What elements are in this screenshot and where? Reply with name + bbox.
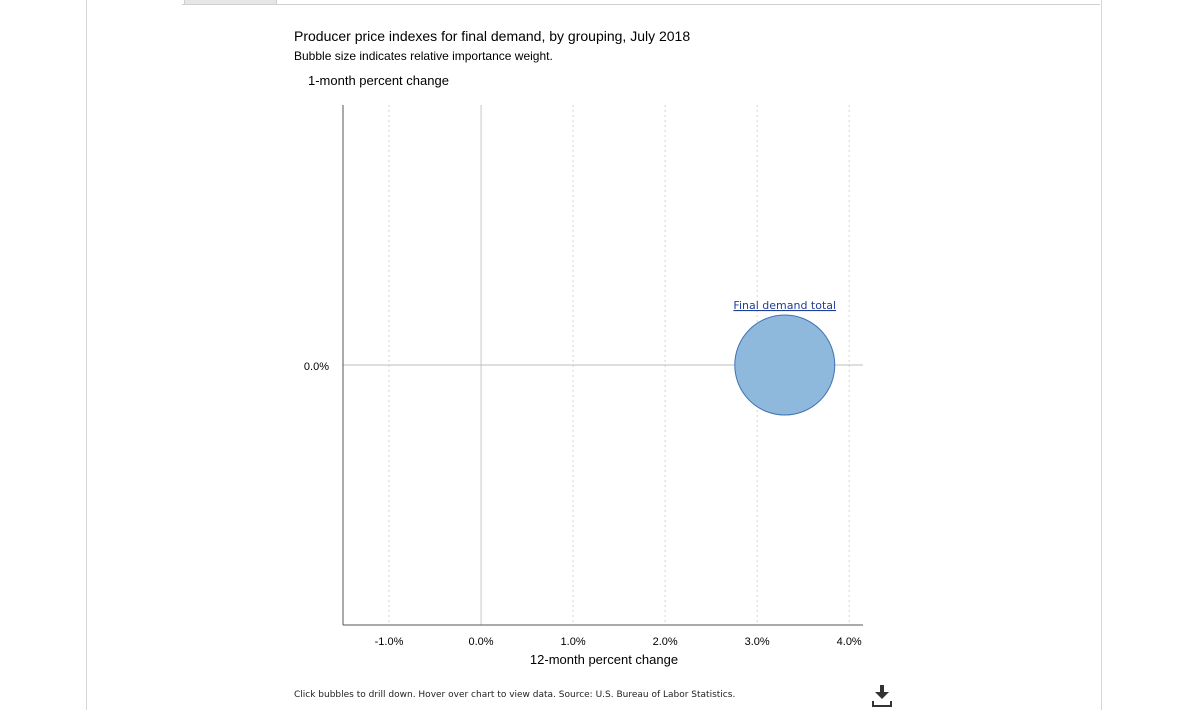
page-right-border: [1101, 0, 1102, 710]
bubble-label-link[interactable]: Final demand total: [733, 299, 836, 312]
x-tick-label: 2.0%: [653, 636, 678, 648]
y-axis-title: 1-month percent change: [308, 73, 449, 88]
x-tick-label: 4.0%: [837, 636, 862, 648]
download-icon[interactable]: [871, 684, 893, 708]
chart-title: Producer price indexes for final demand,…: [294, 28, 691, 44]
page-left-border: [86, 0, 87, 710]
y-tick-label: 0.0%: [304, 361, 329, 373]
x-tick-label: 1.0%: [561, 636, 586, 648]
bubble-final-demand-total[interactable]: [734, 314, 836, 416]
x-tick-label: 0.0%: [469, 636, 494, 648]
x-axis-title: 12-month percent change: [529, 652, 679, 667]
x-tick-label: -1.0%: [375, 636, 404, 648]
chart-panel-tab[interactable]: [184, 0, 277, 5]
x-tick-label: 3.0%: [745, 636, 770, 648]
chart-footer-note: Click bubbles to drill down. Hover over …: [294, 690, 736, 700]
chart-panel-top-border: [182, 0, 1100, 5]
chart-subtitle: Bubble size indicates relative importanc…: [294, 49, 553, 63]
